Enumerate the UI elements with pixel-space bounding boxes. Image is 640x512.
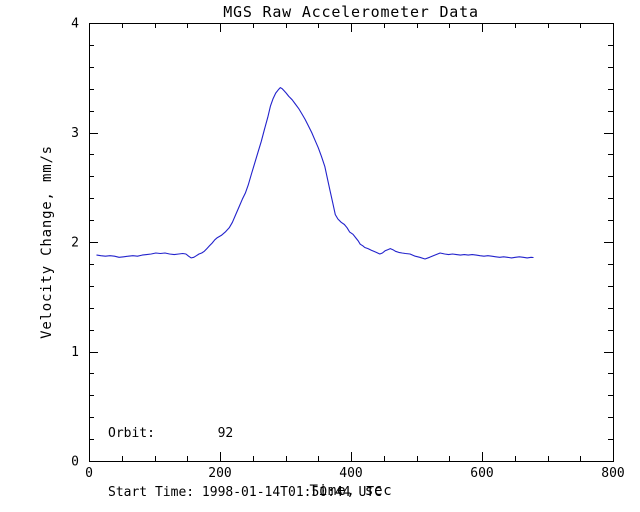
- x-tick-label: 800: [601, 466, 624, 481]
- data-line: [96, 87, 534, 260]
- annotation-start-time: Start Time: 1998-01-14T01:50:44 UTC: [108, 484, 382, 500]
- y-tick-label: 1: [71, 345, 79, 360]
- annotation-block: Orbit: 92 Start Time: 1998-01-14T01:50:4…: [108, 385, 382, 512]
- y-tick-label: 2: [71, 236, 79, 251]
- x-tick-label: 200: [208, 466, 231, 481]
- x-tick-label: 400: [339, 466, 362, 481]
- y-tick-label: 3: [71, 126, 79, 141]
- y-tick-label: 4: [71, 17, 79, 32]
- x-tick-label: 0: [85, 466, 93, 481]
- y-axis-label-text: Velocity Change, mm/s: [39, 145, 55, 339]
- chart-title: MGS Raw Accelerometer Data: [223, 3, 479, 21]
- x-tick-label: 600: [470, 466, 493, 481]
- annotation-orbit: Orbit: 92: [108, 426, 234, 441]
- x-axis-label: Time, sec: [309, 483, 393, 499]
- y-tick-label: 0: [71, 455, 79, 470]
